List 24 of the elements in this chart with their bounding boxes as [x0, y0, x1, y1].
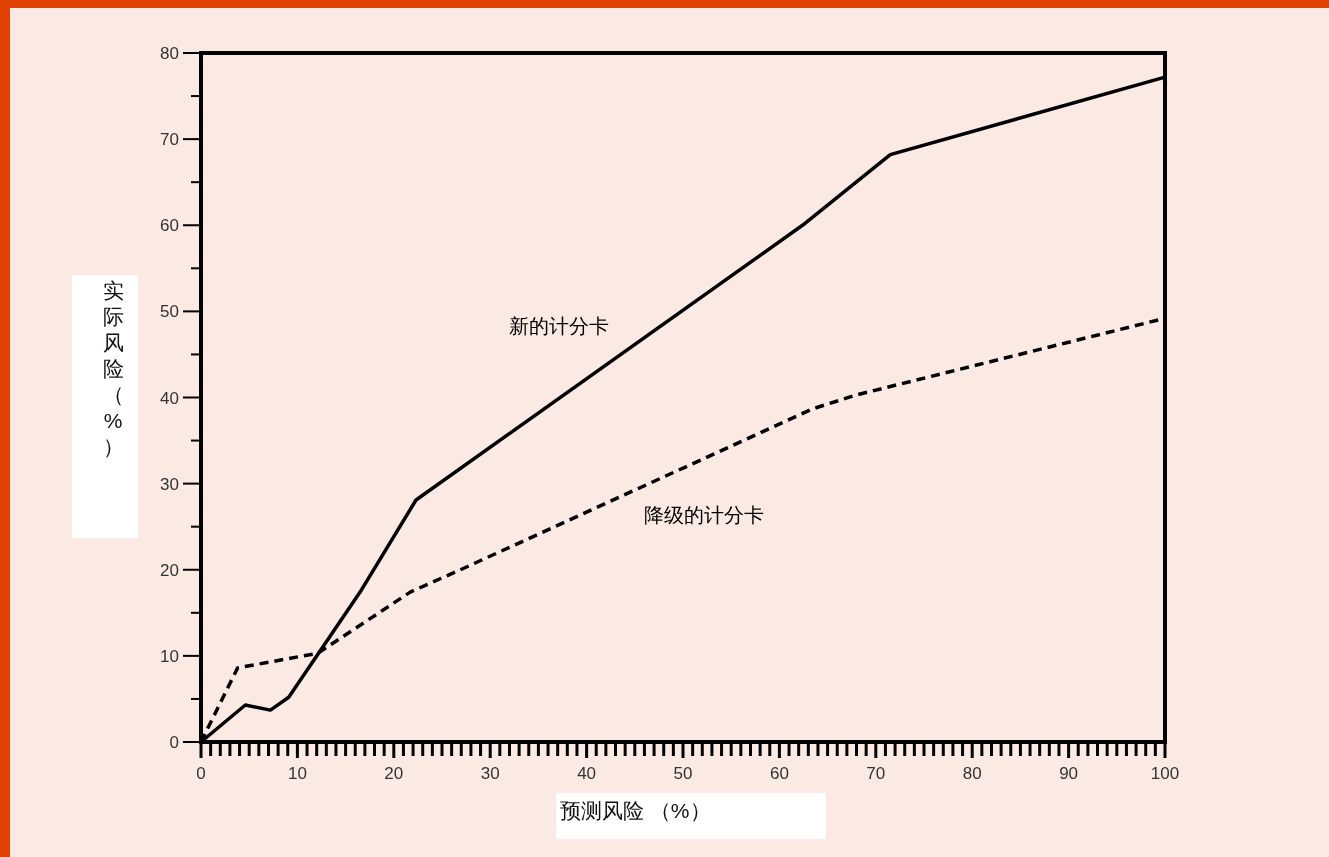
x-tick-label: 40 — [577, 764, 597, 783]
x-tick-label: 20 — [384, 764, 404, 783]
series-label: 降级的计分卡 — [644, 504, 765, 527]
x-tick-label: 60 — [769, 764, 789, 783]
y-tick-label: 0 — [169, 733, 179, 752]
x-tick-label: 70 — [866, 764, 886, 783]
y-axis-title: 实际风险（%） — [102, 279, 124, 458]
x-tick-label: 50 — [673, 764, 693, 783]
y-tick-label: 30 — [160, 474, 179, 494]
y-tick-label: 40 — [160, 388, 179, 408]
y-tick-label: 80 — [160, 44, 179, 63]
y-tick-label: 60 — [160, 216, 179, 236]
y-tick-label: 70 — [160, 130, 179, 150]
y-tick-label: 50 — [160, 302, 179, 322]
x-axis-title: 预测风险 （%） — [560, 799, 711, 822]
x-tick-label: 30 — [480, 764, 500, 783]
y-tick-label: 20 — [160, 560, 179, 580]
x-tick-label: 0 — [196, 764, 206, 783]
x-tick-label: 80 — [962, 764, 982, 783]
series-label: 新的计分卡 — [509, 314, 610, 337]
x-tick-label: 10 — [287, 764, 307, 783]
x-tick-label: 90 — [1059, 764, 1079, 783]
y-tick-label: 10 — [160, 646, 179, 666]
x-tick-label: 100 — [1150, 764, 1180, 783]
